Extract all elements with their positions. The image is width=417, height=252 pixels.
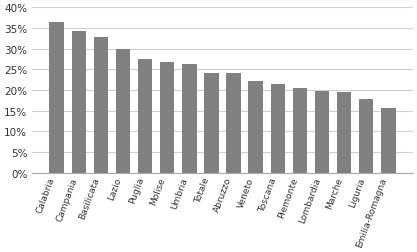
- Bar: [293, 89, 307, 173]
- Bar: [72, 32, 86, 173]
- Bar: [271, 84, 285, 173]
- Bar: [160, 63, 174, 173]
- Bar: [204, 73, 219, 173]
- Bar: [315, 91, 329, 173]
- Bar: [116, 50, 130, 173]
- Bar: [249, 82, 263, 173]
- Bar: [359, 100, 373, 173]
- Bar: [94, 38, 108, 173]
- Bar: [138, 60, 152, 173]
- Bar: [182, 65, 196, 173]
- Bar: [226, 74, 241, 173]
- Bar: [50, 23, 64, 173]
- Bar: [381, 108, 396, 173]
- Bar: [337, 93, 351, 173]
